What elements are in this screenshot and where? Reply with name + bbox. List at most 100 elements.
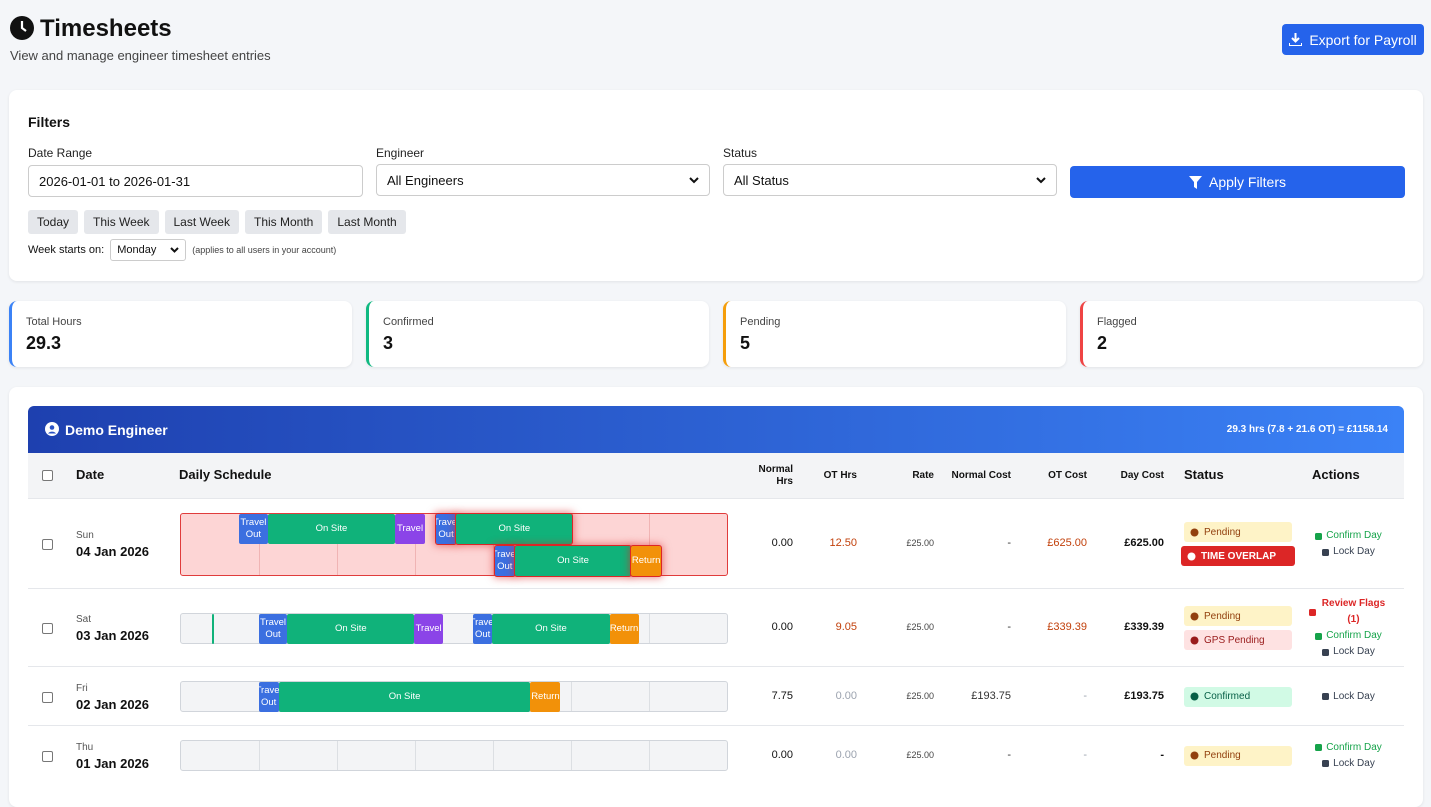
row-checkbox[interactable] — [42, 691, 53, 703]
daily-schedule — [180, 740, 728, 771]
action-button[interactable]: Confirm Day — [1308, 628, 1388, 644]
column-header: Day Cost — [1120, 470, 1164, 481]
hour-gridline — [649, 513, 650, 575]
schedule-block[interactable]: Return — [630, 544, 662, 577]
quick-range-button[interactable]: Today — [28, 210, 79, 234]
ot-cost: £625.00 — [1047, 537, 1087, 549]
stat-card: Pending 5 — [723, 301, 1066, 367]
date-cell: Thu 01 Jan 2026 — [76, 742, 149, 771]
day-cost: - — [1160, 748, 1164, 761]
row-checkbox[interactable] — [42, 539, 53, 550]
column-header: OT Cost — [1048, 470, 1087, 481]
action-text: Lock Day — [1333, 546, 1375, 557]
stat-label: Flagged — [1097, 316, 1137, 328]
column-header: Rate — [912, 470, 934, 481]
hour-gridline — [493, 741, 494, 770]
schedule-block[interactable]: Travel Out — [238, 513, 268, 544]
date: 02 Jan 2026 — [76, 696, 150, 712]
schedule-block[interactable]: Travel — [395, 513, 426, 544]
schedule-block[interactable]: Travel Out — [434, 512, 458, 545]
status-select[interactable]: All Status — [723, 164, 1057, 196]
actions-cell: Review Flags (1) Confirm Day Lock Day — [1308, 589, 1388, 667]
schedule-block[interactable]: Travel Out — [473, 613, 493, 644]
clock-icon — [10, 16, 34, 40]
apply-filters-button[interactable]: Apply Filters — [1070, 166, 1405, 198]
schedule-block[interactable]: Return — [609, 613, 639, 644]
quick-range-button[interactable]: Last Week — [164, 210, 239, 234]
rate: £25.00 — [906, 690, 934, 701]
day-cost: £339.39 — [1124, 621, 1164, 633]
schedule-block[interactable]: Travel Out — [493, 544, 516, 577]
normal-hrs: 0.00 — [771, 621, 793, 633]
export-button[interactable]: Export for Payroll — [1282, 24, 1424, 55]
ot-cost: £339.39 — [1047, 621, 1087, 633]
date-range-label: Date Range — [28, 146, 93, 160]
rate: £25.00 — [906, 622, 934, 632]
action-text: Confirm Day — [1326, 741, 1382, 753]
date-range-input[interactable]: 2026-01-01 to 2026-01-31 — [28, 165, 363, 197]
quick-range-button[interactable]: This Week — [84, 210, 159, 234]
engineer-label: Engineer — [376, 146, 425, 160]
stat-card: Confirmed 3 — [366, 301, 709, 367]
quick-range-button[interactable]: Last Month — [328, 210, 406, 234]
schedule-block[interactable]: On Site — [211, 613, 214, 644]
apply-filters-label: Apply Filters — [1208, 174, 1287, 190]
date-cell: Fri 02 Jan 2026 — [76, 683, 149, 712]
date: 03 Jan 2026 — [76, 628, 150, 643]
chevron — [1036, 176, 1046, 183]
schedule-block[interactable]: On Site — [278, 682, 531, 712]
row-checkbox[interactable] — [42, 750, 53, 762]
status-label: Status — [723, 146, 758, 160]
quick-range-button[interactable]: This Month — [244, 210, 323, 234]
date: 01 Jan 2026 — [76, 755, 150, 771]
engineer-select[interactable]: All Engineers — [376, 164, 710, 196]
schedule-block[interactable]: Travel — [414, 613, 444, 644]
select-all-checkbox[interactable] — [42, 470, 53, 481]
column-header: Daily Schedule — [179, 467, 272, 482]
schedule-block[interactable]: On Site — [267, 513, 396, 544]
action-button[interactable]: Lock Day — [1308, 689, 1388, 705]
action-button[interactable]: Confirm Day — [1308, 528, 1388, 544]
action-icon — [1322, 760, 1330, 767]
hour-gridline — [337, 741, 338, 770]
date-cell: Sat 03 Jan 2026 — [76, 614, 149, 643]
schedule-block[interactable]: Travel Out — [258, 682, 279, 712]
stat-card: Flagged 2 — [1080, 301, 1423, 367]
hour-gridline — [337, 513, 338, 575]
action-button[interactable]: Lock Day — [1308, 544, 1388, 560]
action-button[interactable]: Lock Day — [1308, 756, 1388, 772]
action-button[interactable]: Review Flags (1) — [1308, 596, 1388, 628]
normal-cost: £193.75 — [971, 689, 1011, 702]
schedule-block[interactable]: On Site — [513, 544, 633, 577]
day-name: Fri — [76, 682, 88, 694]
actions-cell: Confirm Day Lock Day — [1308, 499, 1388, 589]
status-text: Pending — [1204, 610, 1241, 622]
status-cell: Pending — [1184, 726, 1292, 785]
schedule-block[interactable]: On Site — [492, 613, 610, 644]
schedule-block[interactable]: On Site — [455, 512, 574, 545]
schedule-block[interactable]: On Site — [287, 613, 415, 644]
schedule-block[interactable]: Return — [530, 682, 561, 712]
hour-gridline — [571, 741, 572, 770]
column-header: Normal Cost — [951, 470, 1011, 481]
normal-cost: - — [1007, 621, 1011, 633]
normal-hrs: 0.00 — [771, 537, 793, 549]
status-icon — [1187, 552, 1196, 560]
week-start-select[interactable]: Monday — [110, 239, 187, 261]
action-button[interactable]: Lock Day — [1308, 644, 1388, 660]
status-value: All Status — [734, 172, 789, 188]
column-header: Date — [76, 467, 105, 482]
ot-hrs: 12.50 — [829, 537, 857, 549]
hour-gridline — [415, 513, 416, 575]
action-button[interactable]: Confirm Day — [1308, 740, 1388, 756]
timesheet-row: Thu 01 Jan 2026 0.00 0.00 £25.00 - - - Pending Co… — [28, 725, 1404, 784]
status-text: Confirmed — [1204, 691, 1251, 702]
chevron — [689, 176, 699, 183]
hour-gridline — [259, 741, 260, 770]
row-checkbox[interactable] — [42, 623, 53, 634]
status-icon — [1190, 636, 1199, 644]
schedule-block[interactable]: Travel Out — [258, 613, 288, 644]
status-text: Pending — [1204, 526, 1241, 538]
